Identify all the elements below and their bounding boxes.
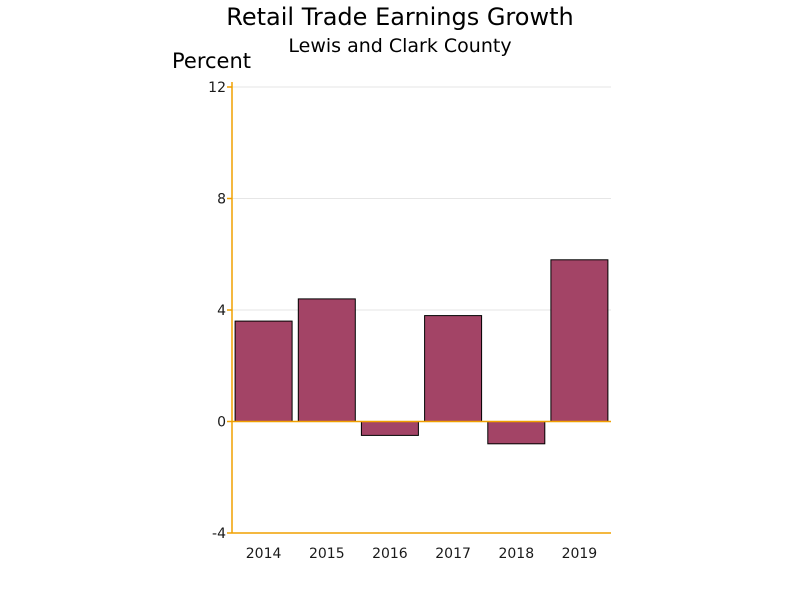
y-tick-label-12: 12 [208,80,226,96]
x-tick-label-2014: 2014 [246,546,282,562]
y-tick-label-4: 4 [217,303,226,319]
bar-2016 [360,421,419,436]
y-tick-label--4: -4 [212,526,226,542]
bar-2014 [234,320,293,423]
axes [227,82,611,534]
x-tick-label-2017: 2017 [435,546,471,562]
x-tick-label-2018: 2018 [498,546,534,562]
x-tick-label-2015: 2015 [309,546,345,562]
y-axis-label: Percent [172,49,251,73]
chart-subtitle: Lewis and Clark County [288,35,511,57]
bar-2017 [424,315,483,423]
chart-title: Retail Trade Earnings Growth [226,3,573,31]
y-tick-label-8: 8 [217,192,226,208]
x-tick-labels: 2014 2015 2016 2017 2018 2019 [246,546,597,562]
bar-2019 [550,259,609,422]
bar-2018 [487,421,546,445]
bars [234,259,609,445]
x-tick-label-2016: 2016 [372,546,408,562]
y-tick-label-0: 0 [217,415,226,431]
gridlines [232,86,611,311]
y-tick-labels: -4 0 4 8 12 [208,80,226,542]
bar-2015 [297,298,356,422]
x-tick-label-2019: 2019 [562,546,598,562]
